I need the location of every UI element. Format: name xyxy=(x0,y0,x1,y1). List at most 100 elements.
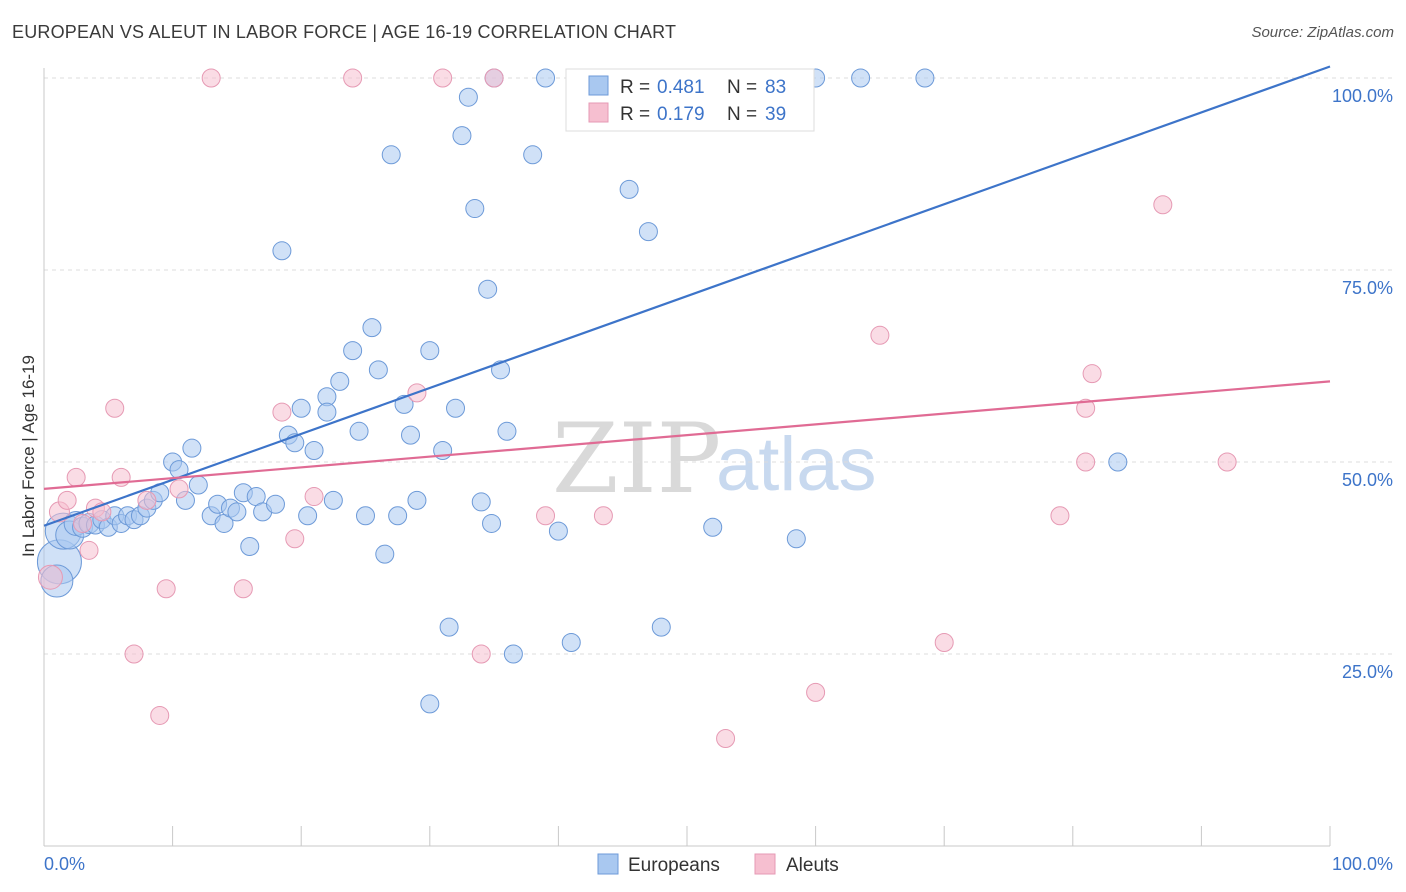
europeans-point-33 xyxy=(272,241,292,261)
y-tick-label-25: 25.0% xyxy=(1342,662,1393,682)
aleuts-point-16 xyxy=(233,579,253,599)
europeans-point-47 xyxy=(368,360,388,380)
y-tick-labels: 25.0% 50.0% 75.0% 100.0% xyxy=(1332,86,1393,682)
aleuts-point-31 xyxy=(1050,506,1070,526)
europeans-point-50 xyxy=(388,506,408,526)
aleuts-point-11 xyxy=(137,490,157,510)
europeans-point-45 xyxy=(356,506,375,526)
aleuts-point-30 xyxy=(934,632,954,652)
aleuts-swatch xyxy=(754,853,776,875)
aleuts-point-29 xyxy=(870,325,890,345)
aleuts-point-33 xyxy=(1076,398,1096,418)
aleuts-point-15 xyxy=(201,68,221,88)
chart-title: EUROPEAN VS ALEUT IN LABOR FORCE | AGE 1… xyxy=(12,22,677,42)
europeans-point-49 xyxy=(381,145,401,165)
y-tick-label-75: 75.0% xyxy=(1342,278,1393,298)
europeans-point-61 xyxy=(465,199,485,219)
aleuts-legend-swatch xyxy=(588,102,609,123)
y-axis-title: In Labor Force | Age 16-19 xyxy=(19,355,38,557)
aleuts-trend-line xyxy=(43,380,1331,490)
europeans-point-68 xyxy=(503,644,523,664)
aleuts-point-35 xyxy=(1153,195,1173,215)
europeans-point-62 xyxy=(471,492,491,512)
aleuts-point-0 xyxy=(37,564,63,590)
stats-legend: R = 0.481 N = 83 R = 0.179 N = 39 xyxy=(565,68,815,132)
aleuts-point-2 xyxy=(57,490,77,510)
europeans-point-29 xyxy=(240,536,260,556)
europeans-point-65 xyxy=(482,513,502,533)
europeans-point-67 xyxy=(497,421,517,441)
watermark-zip: ZIP xyxy=(552,403,721,515)
aleuts-point-32 xyxy=(1076,452,1096,472)
europeans-point-42 xyxy=(330,371,350,391)
europeans-r-value: 0.481 xyxy=(657,77,705,98)
europeans-point-46 xyxy=(362,318,382,338)
aleuts-point-4 xyxy=(73,513,93,533)
europeans-point-44 xyxy=(349,421,369,441)
aleuts-legend-label: Aleuts xyxy=(786,855,839,876)
europeans-point-59 xyxy=(452,126,472,146)
europeans-r-label: R = xyxy=(620,77,650,98)
aleuts-point-27 xyxy=(716,728,736,748)
europeans-point-80 xyxy=(851,68,871,88)
aleuts-n-value: 39 xyxy=(765,104,786,125)
europeans-point-22 xyxy=(188,475,208,495)
aleuts-point-18 xyxy=(285,529,305,549)
europeans-point-37 xyxy=(298,506,318,526)
aleuts-point-25 xyxy=(593,506,613,526)
aleuts-point-28 xyxy=(806,682,826,702)
aleuts-point-14 xyxy=(169,479,189,499)
europeans-point-63 xyxy=(478,279,498,299)
aleuts-point-19 xyxy=(304,487,324,507)
europeans-point-55 xyxy=(420,694,440,714)
x-tick-label-min: 0.0% xyxy=(44,854,85,874)
aleuts-point-38 xyxy=(536,506,556,526)
europeans-swatch xyxy=(597,853,619,875)
aleuts-point-23 xyxy=(484,68,504,88)
europeans-n-label: N = xyxy=(727,77,757,98)
europeans-point-72 xyxy=(561,632,581,652)
series-legend: Europeans Aleuts xyxy=(597,853,839,876)
europeans-point-69 xyxy=(523,145,543,165)
europeans-point-27 xyxy=(227,502,247,522)
europeans-point-36 xyxy=(291,398,311,418)
aleuts-point-36 xyxy=(1217,452,1237,472)
europeans-n-value: 83 xyxy=(765,77,786,98)
aleuts-point-17 xyxy=(272,402,292,422)
aleuts-point-3 xyxy=(66,467,86,487)
europeans-point-54 xyxy=(420,341,440,361)
x-tick-label-max: 100.0% xyxy=(1332,854,1393,874)
europeans-point-81 xyxy=(915,68,935,88)
europeans-point-38 xyxy=(304,440,324,460)
europeans-trend-line xyxy=(43,65,1331,527)
europeans-legend-swatch xyxy=(588,75,609,96)
aleuts-point-8 xyxy=(105,398,125,418)
europeans-point-60 xyxy=(458,87,478,107)
europeans-point-32 xyxy=(265,494,285,514)
aleuts-point-10 xyxy=(124,644,144,664)
europeans-point-41 xyxy=(323,490,343,510)
y-tick-label-50: 50.0% xyxy=(1342,470,1393,490)
europeans-point-21 xyxy=(182,438,202,458)
axes xyxy=(43,68,1331,847)
y-tick-label-100: 100.0% xyxy=(1332,86,1393,106)
europeans-point-77 xyxy=(703,517,723,537)
aleuts-point-24 xyxy=(471,644,491,664)
source-label: Source: ZipAtlas.com xyxy=(1251,24,1394,41)
aleuts-points xyxy=(37,68,1237,748)
europeans-point-57 xyxy=(439,617,459,637)
trend-lines xyxy=(43,65,1331,527)
europeans-legend-label: Europeans xyxy=(628,855,720,876)
europeans-point-48 xyxy=(375,544,395,564)
europeans-point-78 xyxy=(786,529,806,549)
europeans-point-53 xyxy=(407,490,427,510)
europeans-point-76 xyxy=(651,617,671,637)
aleuts-point-34 xyxy=(1082,364,1102,384)
aleuts-point-20 xyxy=(343,68,363,88)
europeans-points xyxy=(36,68,1128,714)
europeans-point-74 xyxy=(619,179,639,199)
europeans-point-58 xyxy=(446,398,466,418)
aleuts-r-value: 0.179 xyxy=(657,104,705,125)
europeans-point-82 xyxy=(1108,452,1128,472)
